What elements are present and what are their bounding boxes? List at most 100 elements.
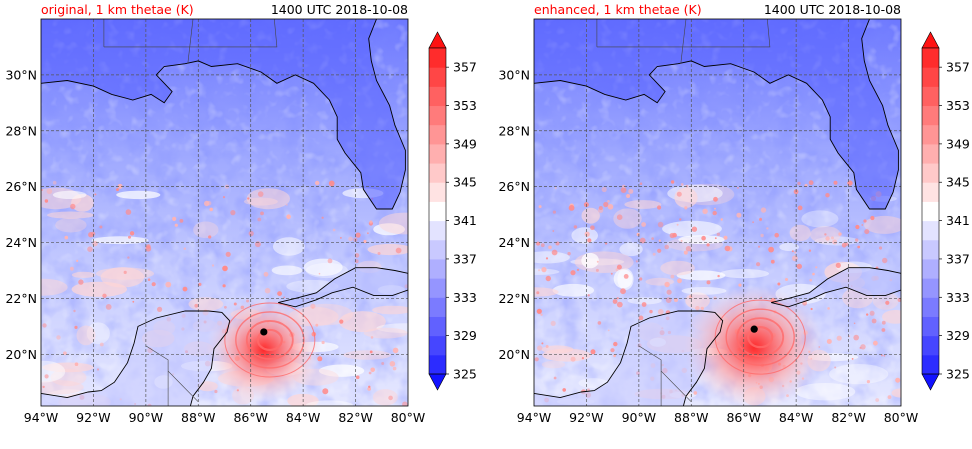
colorbar-segment [429,316,446,337]
x-tick-label: 82°W [338,410,373,425]
colorbar-segment [922,335,939,356]
y-tick-label: 28°N [5,123,37,138]
map-frame [40,18,409,407]
colorbar-segment [429,124,446,145]
y-tick-label: 24°N [498,235,530,250]
colorbar-tick-label: 341 [946,213,970,228]
colorbar-segment [429,278,446,298]
colorbar-min-arrow [921,373,940,391]
coastlines [534,19,901,406]
x-tick-label: 84°W [779,410,814,425]
x-tick-label: 90°W [129,410,164,425]
y-tick-label: 30°N [5,67,37,82]
y-tick-label: 24°N [5,235,37,250]
colorbar-tick-label: 353 [946,98,970,113]
colorbar-segment [429,258,446,279]
map-panel-original: original, 1 km thetae (K) 1400 UTC 2018-… [5,2,426,425]
x-tick-labels: 94°W 92°W 90°W 88°W 86°W 84°W 82°W 80°W [24,410,426,425]
x-tick-label: 86°W [726,410,761,425]
x-tick-label: 80°W [884,410,919,425]
colorbar-tick-label: 357 [946,60,970,75]
colorbar-original: 357 353 349 345 341 337 333 329 325 [428,31,477,391]
colorbar-tick-label: 349 [453,136,477,151]
y-tick-labels: 30°N 28°N 26°N 24°N 22°N 20°N [498,67,530,361]
storm-center-dot [260,328,268,336]
colorbar-max-arrow [921,31,940,49]
colorbar-segment [429,48,446,68]
colorbar-segment [429,354,446,375]
colorbar-segment [922,163,939,183]
x-tick-label: 82°W [831,410,866,425]
colorbar-segment [922,201,939,222]
x-tick-label: 80°W [391,410,426,425]
y-tick-label: 28°N [498,123,530,138]
panel-title-right: 1400 UTC 2018-10-08 [764,2,901,17]
panel-title-left: original, 1 km thetae (K) [41,2,194,17]
y-tick-labels: 30°N 28°N 26°N 24°N 22°N 20°N [5,67,37,361]
storm-center-marker [260,328,268,336]
colorbar-segment [429,201,446,222]
colorbar-segment [922,143,939,164]
colorbar-segment [922,220,939,241]
x-tick-label: 84°W [286,410,321,425]
colorbar-segment [429,86,446,107]
x-tick-label: 86°W [233,410,268,425]
colorbar-tick-label: 325 [946,367,970,382]
y-tick-label: 20°N [498,347,530,362]
colorbar-segment [922,239,939,260]
colorbar-tick-label: 329 [453,328,477,343]
colorbar-tick-label: 341 [453,213,477,228]
colorbar-tick-label: 333 [453,290,477,305]
colorbar-segment [922,182,939,202]
x-tick-labels: 94°W 92°W 90°W 88°W 86°W 84°W 82°W 80°W [517,410,919,425]
y-tick-label: 26°N [498,179,530,194]
colorbar-tick-label: 333 [946,290,970,305]
colorbar-tick-label: 337 [946,251,970,266]
colorbar-segment [922,278,939,298]
colorbar-segment [429,182,446,202]
y-tick-label: 22°N [498,291,530,306]
colorbar-tick-label: 325 [453,367,477,382]
colorbar-segment [429,105,446,126]
colorbar-segment [429,335,446,356]
colorbar-segment [922,67,939,87]
colorbar-segment [429,239,446,260]
x-tick-label: 90°W [622,410,657,425]
colorbar-segment [429,220,446,241]
colorbar-segment [922,105,939,126]
map-field [534,19,901,406]
x-tick-label: 88°W [181,410,216,425]
x-tick-label: 92°W [569,410,604,425]
colorbar-segment [429,163,446,183]
colorbar-segment [429,67,446,87]
colorbar-tick-label: 329 [946,328,970,343]
colorbar-segment [429,297,446,317]
x-tick-label: 94°W [517,410,552,425]
colorbar-tick-label: 353 [453,98,477,113]
colorbar-segment [922,354,939,375]
coastlines [41,19,408,406]
colorbar-tick-label: 337 [453,251,477,266]
map-field [41,19,408,406]
colorbar-tick-label: 349 [946,136,970,151]
map-frame [533,18,902,407]
storm-center-dot [750,325,758,333]
graticule [41,19,408,406]
colorbar-max-arrow [428,31,447,49]
y-tick-label: 22°N [5,291,37,306]
colorbar-tick-label: 345 [946,175,970,190]
x-tick-label: 94°W [24,410,59,425]
colorbar-tick-label: 357 [453,60,477,75]
colorbar-segment [922,316,939,337]
x-tick-label: 92°W [76,410,111,425]
y-tick-label: 26°N [5,179,37,194]
y-tick-label: 20°N [5,347,37,362]
graticule [534,19,901,406]
colorbar-segment [922,124,939,145]
colorbar-segment [922,86,939,107]
map-panel-enhanced: enhanced, 1 km thetae (K) 1400 UTC 2018-… [498,2,918,425]
colorbar-tick-label: 345 [453,175,477,190]
y-tick-label: 30°N [498,67,530,82]
panel-title-left: enhanced, 1 km thetae (K) [534,2,702,17]
